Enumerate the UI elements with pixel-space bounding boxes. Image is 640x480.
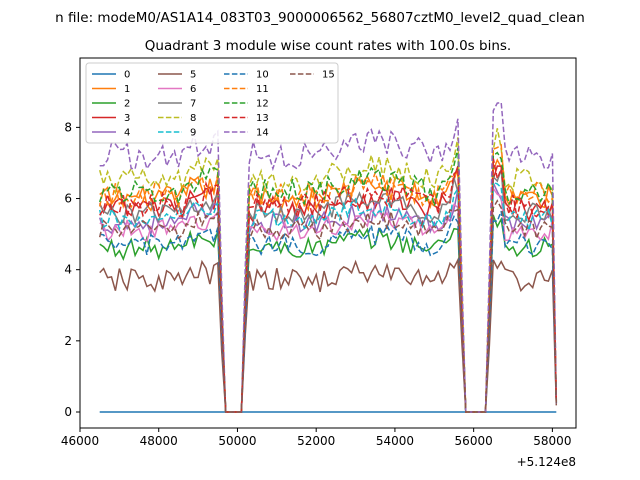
legend-frame [85, 62, 339, 144]
x-tick-label: 58000 [533, 434, 571, 448]
legend-label-15: 15 [322, 70, 335, 81]
legend-label-7: 7 [190, 99, 196, 110]
y-tick-label: 6 [64, 192, 72, 206]
legend-label-3: 3 [124, 113, 130, 124]
series-line-15 [98, 199, 558, 413]
series-layer [98, 101, 558, 413]
legend-label-14: 14 [256, 128, 269, 139]
x-tick-label: 48000 [140, 434, 178, 448]
x-axis-offset-label: +5.124e8 [517, 455, 576, 469]
legend-label-5: 5 [190, 70, 196, 81]
y-axis: 0 2 4 6 8 [64, 120, 80, 419]
x-axis: 46000 48000 50000 52000 54000 56000 58000 [61, 428, 571, 448]
y-tick-label: 2 [64, 334, 72, 348]
legend-label-6: 6 [190, 84, 196, 95]
legend-label-12: 12 [256, 99, 269, 110]
legend-label-10: 10 [256, 70, 269, 81]
chart-title: Quadrant 3 module wise count rates with … [145, 38, 511, 54]
y-tick-label: 8 [64, 120, 72, 134]
legend-label-0: 0 [124, 70, 130, 81]
y-tick-label: 0 [64, 405, 72, 419]
legend-label-8: 8 [190, 113, 196, 124]
legend-label-2: 2 [124, 99, 130, 110]
legend-label-1: 1 [124, 84, 130, 95]
plot-area-frame [79, 57, 577, 429]
legend-label-9: 9 [190, 128, 196, 139]
x-tick-label: 46000 [61, 434, 99, 448]
series-line-11 [98, 143, 558, 413]
x-tick-label: 54000 [376, 434, 414, 448]
x-tick-label: 50000 [218, 434, 256, 448]
x-tick-label: 52000 [297, 434, 335, 448]
legend-label-4: 4 [124, 128, 130, 139]
series-line-8 [98, 128, 558, 413]
legend-label-11: 11 [256, 84, 269, 95]
chart-suptitle: n file: modeM0/AS1A14_083T03_9000006562_… [55, 10, 585, 26]
x-tick-label: 56000 [455, 434, 493, 448]
y-tick-label: 4 [64, 263, 72, 277]
legend-label-13: 13 [256, 113, 269, 124]
